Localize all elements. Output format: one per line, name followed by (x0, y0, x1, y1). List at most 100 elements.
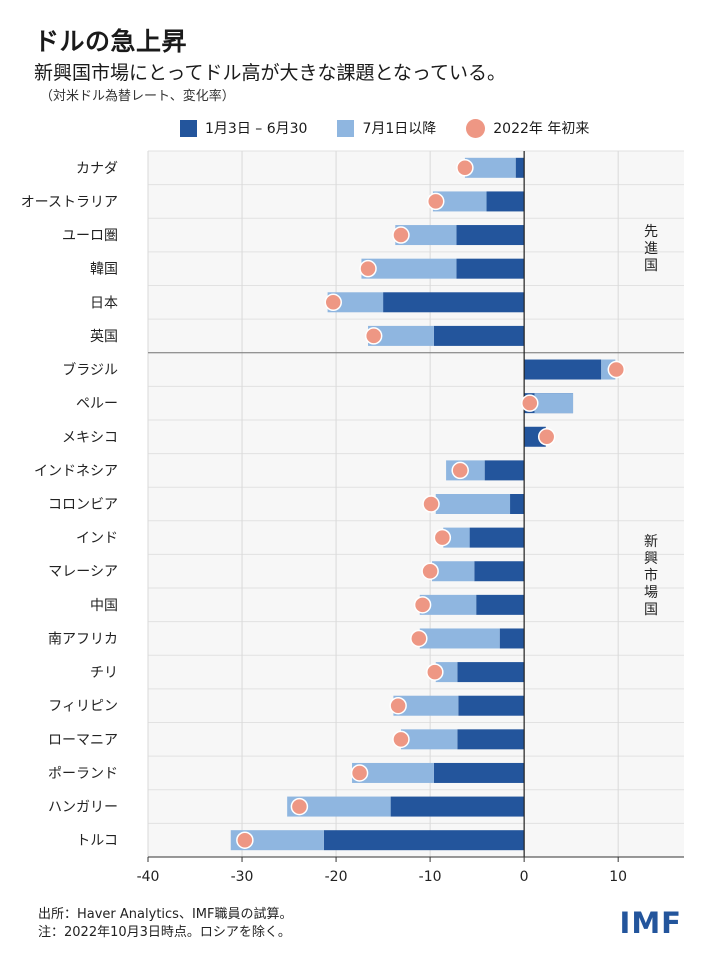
x-tick-label: -30 (231, 869, 254, 885)
bar-s2 (400, 729, 458, 750)
dot-ytd (413, 596, 432, 614)
bar-s1 (524, 359, 602, 380)
bar-s1 (456, 225, 525, 246)
dot-ytd (456, 159, 474, 177)
chart-unit-note: （対米ドル為替レート、変化率） (40, 89, 235, 104)
chart-subtitle: 新興国市場にとってドル高が大きな課題となっている。 (34, 62, 506, 84)
dot-ytd (389, 696, 407, 715)
bar-s2 (230, 830, 324, 851)
bar-s2 (419, 594, 477, 615)
dot-ytd (290, 797, 309, 816)
bar-s1 (457, 729, 525, 750)
bar-s2 (443, 527, 470, 548)
category-label: マレーシア (48, 564, 118, 580)
category-label: カナダ (76, 161, 118, 177)
dot-ytd (521, 394, 539, 412)
category-label: ペルー (76, 396, 118, 412)
category-label: コロンビア (48, 497, 118, 513)
legend-label-s3: 2022年 年初来 (493, 121, 590, 137)
dot-ytd (410, 629, 428, 648)
group-label-advanced: 先進国 (644, 224, 658, 274)
bar-chart: カナダオーストラリアユーロ圏韓国日本英国ブラジルペルーメキシコインドネシアコロン… (21, 150, 684, 885)
dot-ytd (421, 562, 439, 580)
bar-s1 (433, 762, 525, 783)
bar-s1 (456, 258, 525, 279)
legend-swatch-s1 (180, 119, 197, 137)
category-label: トルコ (76, 833, 118, 849)
chart-title: ドルの急上昇 (34, 27, 188, 56)
dot-ytd (607, 360, 626, 379)
dot-ytd (364, 327, 383, 345)
bar-s2 (419, 628, 500, 649)
bar-s1 (458, 695, 525, 716)
bar-s2 (534, 393, 574, 414)
category-label: インドネシア (34, 463, 118, 479)
category-label: フィリピン (48, 699, 118, 715)
category-label: インド (76, 531, 118, 547)
legend-label-s2: 7月1日以降 (362, 121, 437, 137)
bar-s2 (393, 695, 459, 716)
category-label: 日本 (90, 295, 118, 311)
footnote: 注：2022年10月3日時点。ロシアを除く。 (38, 925, 291, 940)
dot-ytd (350, 764, 369, 782)
bar-s1 (499, 628, 525, 649)
bar-s2 (327, 292, 384, 313)
category-label: 英国 (90, 328, 118, 345)
dot-ytd (433, 528, 452, 547)
bar-s1 (474, 561, 525, 582)
bar-s1 (383, 292, 525, 313)
dot-ytd (392, 730, 410, 749)
bar-s2 (287, 796, 391, 817)
bar-s1 (433, 325, 525, 346)
x-tick-label: -20 (325, 869, 348, 885)
dot-ytd (236, 831, 254, 849)
x-tick-label: -10 (419, 869, 442, 885)
category-label: ローマニア (48, 732, 118, 748)
category-label: ポーランド (48, 766, 118, 782)
bar-s1 (390, 796, 525, 817)
dot-ytd (422, 495, 440, 513)
bar-s2 (368, 325, 434, 346)
category-label: ブラジル (62, 362, 118, 379)
category-label: ユーロ圏 (62, 228, 118, 244)
legend-item-s1: 1月3日 – 6月30 (180, 118, 307, 138)
imf-logo: IMF (619, 906, 682, 940)
x-tick-label: 0 (520, 869, 529, 885)
bar-s1 (486, 191, 525, 212)
bar-s2 (431, 561, 475, 582)
dot-ytd (451, 461, 469, 480)
dot-ytd (392, 226, 410, 244)
bar-s1 (484, 460, 525, 481)
bar-s2 (352, 762, 434, 783)
group-label-emerging: 新興市場国 (644, 534, 658, 618)
legend-item-s2: 7月1日以降 (337, 118, 436, 138)
category-label: メキシコ (62, 430, 118, 446)
bar-s1 (323, 830, 525, 851)
x-tick-label: -40 (137, 869, 160, 885)
category-label: 南アフリカ (48, 631, 118, 647)
dot-ytd (324, 293, 342, 312)
dot-ytd (426, 192, 445, 211)
category-label: ハンガリー (48, 800, 118, 816)
bar-s2 (435, 494, 511, 514)
bar-s1 (469, 527, 525, 548)
category-label: オーストラリア (21, 194, 118, 210)
dot-ytd (537, 428, 556, 446)
bar-s1 (510, 494, 525, 514)
x-tick-label: 10 (609, 869, 627, 885)
legend-label-s1: 1月3日 – 6月30 (205, 121, 308, 137)
category-label: チリ (90, 665, 118, 681)
legend-swatch-s2 (337, 119, 355, 137)
bar-s2 (432, 191, 487, 212)
bar-s1 (476, 594, 525, 615)
source-note: 出所：Haver Analytics、IMF職員の試算。 (38, 907, 293, 922)
dot-ytd (426, 663, 444, 681)
dot-ytd (359, 259, 377, 278)
plot-area (148, 151, 684, 857)
category-label: 韓国 (90, 262, 118, 278)
bar-s1 (457, 662, 525, 683)
category-label: 中国 (90, 598, 118, 614)
bar-s1 (515, 157, 525, 178)
bar-s2 (395, 225, 457, 246)
legend-item-s3: 2022年 年初来 (466, 118, 589, 138)
